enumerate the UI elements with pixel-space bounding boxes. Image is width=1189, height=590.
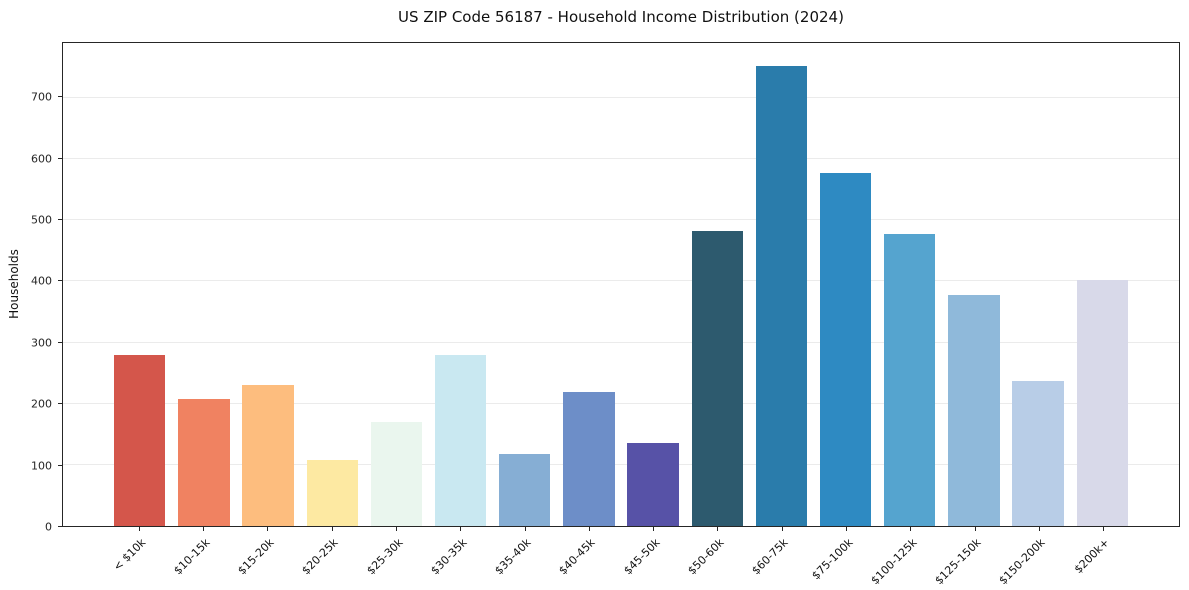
x-axis-ticks-inner: < $10k $10-15k $15-20k $20-25k $25-30k $30-35… [107, 527, 1136, 589]
bar-slot [108, 43, 172, 526]
x-tick-label: < $10k [110, 536, 149, 574]
x-axis: < $10k $10-15k $15-20k $20-25k $25-30k $30-35… [62, 527, 1180, 589]
gridline [63, 402, 1179, 404]
x-tick-label: $15-20k [235, 536, 277, 578]
bar [499, 454, 551, 526]
bar-slot [878, 43, 942, 526]
x-tick-label: $45-50k [621, 536, 663, 578]
x-tick: $30-35k [428, 527, 492, 589]
bar [306, 459, 358, 526]
y-tick-label: 600 [31, 152, 52, 166]
y-tick-mark [58, 96, 62, 98]
x-tick: $100-125k [868, 527, 942, 589]
y-tick-label: 0 [45, 520, 52, 534]
gridline [63, 158, 1179, 160]
x-tick: $45-50k [621, 527, 685, 589]
x-tick: $20-25k [300, 527, 364, 589]
y-tick-mark [58, 526, 62, 527]
bar-slot [428, 43, 492, 526]
y-tick-mark [58, 280, 62, 282]
bar-slot [300, 43, 364, 526]
gridline [63, 463, 1179, 465]
chart-title: US ZIP Code 56187 - Household Income Dis… [398, 8, 844, 26]
x-tick-label: $25-30k [363, 536, 406, 578]
bar-slot [364, 43, 428, 526]
bar [178, 399, 230, 526]
y-tick-label: 700 [31, 90, 52, 104]
bar-slot [621, 43, 685, 526]
gridlines [63, 43, 1179, 526]
x-tick: $50-60k [685, 527, 749, 589]
y-tick-label: 300 [31, 336, 52, 350]
gridline [63, 97, 1179, 99]
x-tick: $25-30k [364, 527, 428, 589]
bar [370, 422, 423, 526]
x-tick: < $10k [107, 527, 171, 589]
bar-slot [557, 43, 621, 526]
x-tick: $60-75k [750, 527, 814, 589]
plot-area [62, 42, 1180, 527]
bar [114, 354, 166, 526]
x-tick-label: $35-40k [492, 536, 534, 578]
x-tick-label: $10-15k [171, 536, 213, 578]
y-tick-label: 200 [31, 397, 52, 411]
bar [434, 354, 487, 526]
bar [563, 391, 615, 526]
x-tick: $15-20k [235, 527, 299, 589]
y-tick-mark [58, 219, 62, 221]
y-tick-mark [58, 341, 62, 343]
y-tick-label: 100 [31, 459, 52, 473]
x-tick-label: $60-75k [749, 536, 791, 578]
bar-slot [1070, 43, 1134, 526]
bars [108, 43, 1135, 526]
x-tick: $125-150k [933, 527, 1006, 589]
bar-slot [942, 43, 1006, 526]
x-tick: $10-15k [171, 527, 235, 589]
bar [242, 385, 294, 526]
gridline [63, 341, 1179, 343]
y-tick-mark [58, 464, 62, 466]
bar [627, 443, 679, 526]
bar [691, 230, 743, 526]
bar [755, 66, 808, 526]
bar [819, 172, 872, 526]
x-tick: $75-100k [809, 527, 878, 589]
bar [948, 294, 1000, 526]
y-axis-ticks: 0 100 200 300 400 500 600 700 [0, 42, 62, 533]
x-tick-label: $40-45k [556, 536, 599, 578]
bar [884, 234, 936, 526]
x-tick-label: $200k+ [1072, 536, 1113, 577]
y-tick-label: 500 [31, 213, 52, 227]
bar-slot [1006, 43, 1070, 526]
gridline [63, 219, 1179, 221]
gridline [63, 280, 1179, 282]
x-tick-label: $75-100k [808, 536, 856, 583]
bar [1076, 280, 1128, 526]
bar [1012, 381, 1064, 526]
y-tick-mark [58, 403, 62, 405]
x-tick-label: $50-60k [685, 536, 727, 578]
x-tick: $200k+ [1071, 527, 1135, 589]
bar-slot [493, 43, 557, 526]
bar-slot [172, 43, 236, 526]
x-tick: $40-45k [557, 527, 621, 589]
bar-slot [685, 43, 749, 526]
x-tick-label: $20-25k [299, 536, 341, 578]
bar-slot [749, 43, 813, 526]
x-tick: $35-40k [492, 527, 556, 589]
bar-slot [236, 43, 300, 526]
y-tick-mark [58, 157, 62, 159]
x-tick: $150-200k [997, 527, 1071, 589]
y-tick-label: 400 [31, 274, 52, 288]
x-tick-label: $30-35k [428, 536, 470, 578]
bar-slot [814, 43, 878, 526]
